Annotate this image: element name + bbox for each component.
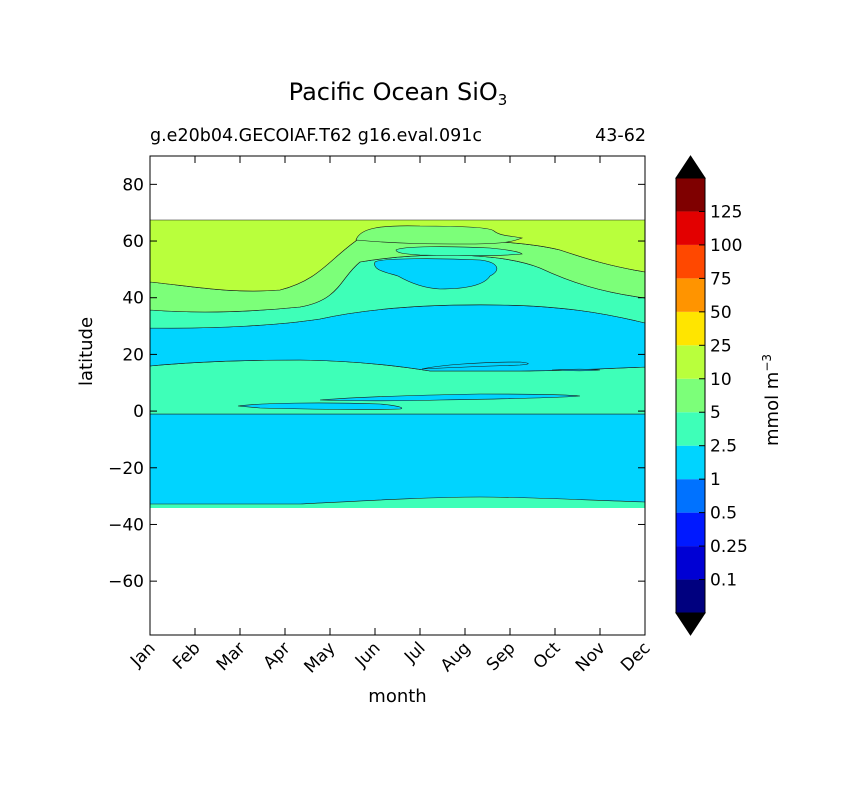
colorbar-tick-label: 25	[710, 336, 732, 356]
colorbar-swatch	[676, 345, 705, 379]
x-axis-label: month	[368, 686, 427, 707]
x-tick-label: Aug	[437, 638, 475, 676]
y-tick-label: −40	[108, 515, 144, 535]
colorbar-swatch	[676, 311, 705, 346]
colorbar-tick-label: 1	[710, 470, 721, 490]
x-tick-label: Dec	[617, 638, 654, 675]
plot-frame	[149, 155, 646, 636]
colorbar-swatch	[676, 378, 705, 413]
colorbar-label: mmol m−3	[760, 353, 783, 446]
y-tick-label: 0	[133, 402, 144, 422]
colorbar-over-extension	[675, 155, 706, 179]
contour-equator-lens-2	[319, 393, 581, 402]
y-tick-label: −60	[108, 572, 144, 592]
x-tick-label: Nov	[572, 638, 610, 676]
colorbar: 0.1 0.25 0.5 1 2.5 5 10 25 50 75 100 125	[675, 155, 748, 636]
colorbar-tick-label: 50	[710, 303, 732, 323]
x-tick-label: Jan	[126, 638, 159, 671]
colorbar-swatch	[676, 546, 705, 580]
y-tick-label: 40	[122, 289, 144, 309]
colorbar-swatch	[676, 445, 705, 480]
colorbar-tick-label: 10	[710, 370, 732, 390]
x-tick-label: Apr	[260, 638, 295, 673]
colorbar-tick-label: 2.5	[710, 437, 737, 457]
colorbar-swatch	[676, 178, 705, 212]
colorbar-swatch	[676, 412, 705, 446]
colorbar-swatch	[676, 278, 705, 312]
colorbar-swatch	[676, 579, 705, 613]
x-tick-label: May	[301, 638, 340, 677]
x-tick-label: Sep	[483, 638, 520, 675]
y-axis-label: latitude	[76, 316, 97, 386]
colorbar-tick-label: 125	[710, 202, 742, 222]
x-tick-label: Jul	[400, 638, 429, 667]
x-tick-label: Feb	[169, 638, 204, 673]
contour-field	[150, 219, 645, 508]
contour-north-lens-2	[551, 368, 601, 372]
x-tick-label: Mar	[213, 638, 250, 675]
colorbar-swatch	[676, 211, 705, 245]
colorbar-tick-label: 100	[710, 236, 742, 256]
y-tick-label: 80	[122, 175, 144, 195]
colorbar-tick-label: 0.1	[710, 571, 737, 591]
contour-north-lens	[421, 361, 529, 370]
x-tick-label: Oct	[530, 638, 565, 673]
contour-north-tongue	[355, 225, 524, 245]
y-tick-label: 60	[122, 232, 144, 252]
y-tick-label: 20	[122, 345, 144, 365]
contour-equator-lens-1	[237, 402, 403, 410]
colorbar-swatch	[676, 244, 705, 279]
chart-title: Pacific Ocean SiO3	[288, 78, 508, 109]
colorbar-frame	[675, 177, 706, 614]
y-axis: −60 −40 −20 0 20 40 60 80	[108, 175, 645, 592]
subtitle-right: 43-62	[595, 126, 646, 146]
colorbar-tick-label: 75	[710, 269, 732, 289]
contour-north-pocket	[395, 246, 523, 256]
colorbar-tick-label: 0.25	[710, 537, 748, 557]
y-tick-label: −20	[108, 459, 144, 479]
colorbar-tick-label: 5	[710, 403, 721, 423]
contour-north-blob	[374, 258, 498, 290]
colorbar-tick-label: 0.5	[710, 504, 737, 524]
subtitle-left: g.e20b04.GECOIAF.T62 g16.eval.091c	[150, 126, 482, 146]
colorbar-swatch	[676, 479, 705, 513]
x-tick-label: Jun	[351, 638, 385, 672]
colorbar-swatch	[676, 512, 705, 547]
contour-south-strip	[150, 497, 645, 508]
colorbar-under-extension	[675, 612, 706, 636]
contour-south-band	[150, 413, 645, 505]
